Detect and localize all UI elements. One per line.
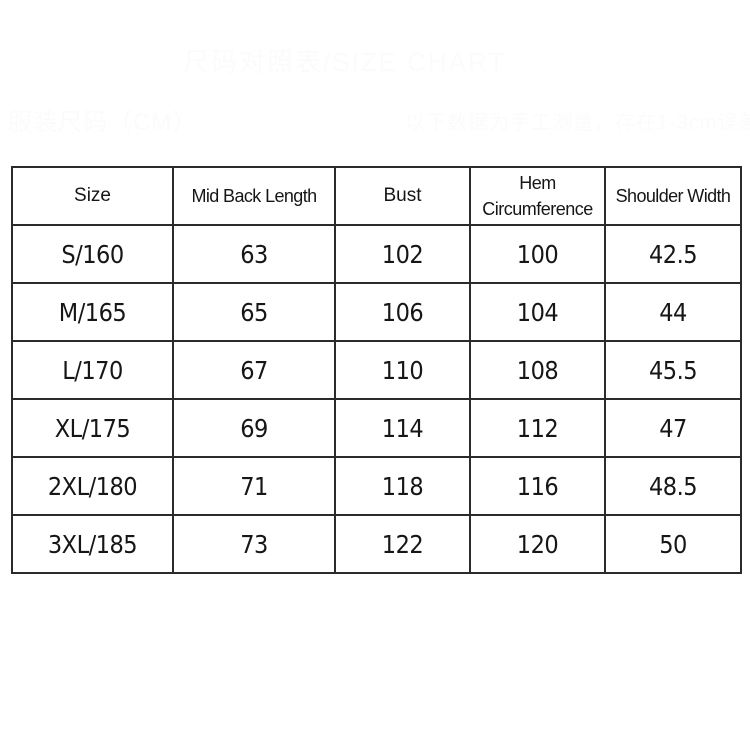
table-row: M/165 65 106 104 44	[12, 282, 741, 342]
table-header: Size Mid Back Length Bust Hem Circumfere…	[12, 167, 741, 226]
header-row: Size Mid Back Length Bust Hem Circumfere…	[12, 167, 741, 226]
cell-bust: 110	[334, 340, 471, 400]
cell-hem-circumference: 112	[469, 398, 606, 458]
hem-line-1: Hem	[519, 172, 556, 193]
cell-bust: 114	[334, 398, 471, 458]
size-chart-container: Size Mid Back Length Bust Hem Circumfere…	[11, 166, 742, 574]
cell-shoulder-width: 47	[604, 398, 741, 458]
cell-shoulder-width: 42.5	[604, 224, 741, 284]
cell-size: S/160	[12, 224, 174, 284]
cell-size: M/165	[12, 282, 174, 342]
cell-mid-back-length: 65	[172, 282, 336, 342]
column-header-shoulder-width: Shoulder Width	[604, 167, 741, 226]
watermark-title: 尺码对照表/SIZE CHART	[183, 47, 507, 77]
column-header-size: Size	[12, 167, 174, 226]
cell-size: 3XL/185	[12, 514, 174, 573]
hem-line-2: Circumference	[482, 199, 593, 219]
table-row: 2XL/180 71 118 116 48.5	[12, 456, 741, 516]
watermark-measurement-note: 以下数据为手工测量，存在1-3cm误差	[405, 112, 750, 134]
cell-size: XL/175	[12, 398, 174, 458]
table-body: S/160 63 102 100 42.5 M/165 65 106 104 4…	[12, 224, 741, 573]
table-row: S/160 63 102 100 42.5	[12, 224, 741, 284]
cell-bust: 118	[334, 456, 471, 516]
cell-mid-back-length: 69	[172, 398, 336, 458]
cell-mid-back-length: 63	[172, 224, 336, 284]
column-header-hem-circumference: Hem Circumference	[469, 167, 606, 226]
cell-hem-circumference: 120	[469, 514, 606, 573]
column-header-bust: Bust	[334, 167, 471, 226]
cell-bust: 102	[334, 224, 471, 284]
cell-bust: 106	[334, 282, 471, 342]
cell-hem-circumference: 104	[469, 282, 606, 342]
size-chart-table: Size Mid Back Length Bust Hem Circumfere…	[11, 166, 742, 574]
cell-shoulder-width: 50	[604, 514, 741, 573]
cell-size: L/170	[12, 340, 174, 400]
cell-mid-back-length: 71	[172, 456, 336, 516]
table-row: L/170 67 110 108 45.5	[12, 340, 741, 400]
cell-bust: 122	[334, 514, 471, 573]
cell-shoulder-width: 45.5	[604, 340, 741, 400]
cell-size: 2XL/180	[12, 456, 174, 516]
cell-hem-circumference: 100	[469, 224, 606, 284]
cell-hem-circumference: 116	[469, 456, 606, 516]
cell-mid-back-length: 73	[172, 514, 336, 573]
cell-shoulder-width: 48.5	[604, 456, 741, 516]
table-row: 3XL/185 73 122 120 50	[12, 514, 741, 573]
cell-hem-circumference: 108	[469, 340, 606, 400]
watermark-unit-label: 服装尺码（CM）	[8, 109, 198, 136]
cell-mid-back-length: 67	[172, 340, 336, 400]
cell-shoulder-width: 44	[604, 282, 741, 342]
table-row: XL/175 69 114 112 47	[12, 398, 741, 458]
column-header-mid-back-length: Mid Back Length	[172, 167, 336, 226]
